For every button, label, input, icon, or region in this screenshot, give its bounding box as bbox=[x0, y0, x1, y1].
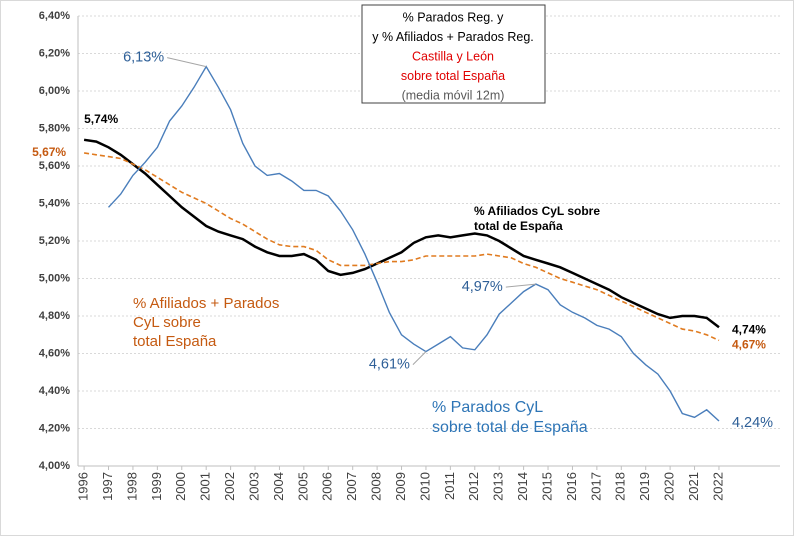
x-tick-label: 2013 bbox=[491, 472, 506, 501]
x-tick-label: 2019 bbox=[637, 472, 652, 501]
y-tick-label: 4,00% bbox=[39, 460, 70, 472]
x-tick-label: 2021 bbox=[686, 472, 701, 501]
x-tick-label: 2014 bbox=[515, 472, 530, 501]
y-tick-label: 5,20% bbox=[39, 235, 70, 247]
title-box bbox=[361, 4, 546, 104]
y-tick-label: 6,20% bbox=[39, 47, 70, 59]
y-tick-label: 6,40% bbox=[39, 10, 70, 22]
x-tick-label: 2017 bbox=[588, 472, 603, 501]
x-tick-label: 2012 bbox=[466, 472, 481, 501]
y-tick-label: 5,60% bbox=[39, 160, 70, 172]
legend-label: % Afiliados + Parados CyL sobre total Es… bbox=[133, 295, 280, 350]
x-tick-label: 2002 bbox=[222, 472, 237, 501]
chart-title: sobre total España bbox=[401, 69, 505, 83]
x-tick-label: 2004 bbox=[271, 472, 286, 501]
leader-line bbox=[412, 351, 427, 365]
x-tick-label: 2020 bbox=[662, 472, 677, 501]
x-tick-label: 2003 bbox=[246, 472, 261, 501]
data-label: 5,67% bbox=[32, 145, 66, 159]
x-tick-label: 2011 bbox=[442, 472, 457, 500]
y-tick-label: 6,00% bbox=[39, 85, 70, 97]
x-tick-label: 2006 bbox=[320, 472, 335, 501]
legend-label: % Afiliados CyL sobre total de España bbox=[474, 204, 601, 233]
x-tick-label: 2009 bbox=[393, 472, 408, 501]
series-line bbox=[83, 152, 720, 342]
x-tick-label: 1998 bbox=[124, 472, 139, 501]
x-tick-label: 1999 bbox=[149, 472, 164, 501]
y-tick-label: 5,40% bbox=[39, 197, 70, 209]
data-label: 4,24% bbox=[732, 415, 773, 431]
series-line bbox=[107, 65, 720, 422]
x-tick-label: 2001 bbox=[198, 472, 213, 501]
x-tick-label: 2022 bbox=[710, 472, 725, 501]
x-tick-label: 2015 bbox=[539, 472, 554, 501]
x-tick-label: 2008 bbox=[369, 472, 384, 501]
x-tick-label: 1996 bbox=[76, 472, 91, 501]
y-tick-label: 4,40% bbox=[39, 385, 70, 397]
chart-title: % Parados Reg. y bbox=[403, 10, 504, 24]
data-label: 4,97% bbox=[462, 279, 503, 295]
y-tick-label: 5,80% bbox=[39, 122, 70, 134]
x-tick-label: 2010 bbox=[417, 472, 432, 501]
data-label: 5,74% bbox=[84, 112, 118, 126]
x-tick-label: 1997 bbox=[100, 472, 115, 501]
x-tick-label: 2007 bbox=[344, 472, 359, 501]
data-label: 4,67% bbox=[732, 338, 766, 352]
y-tick-label: 4,80% bbox=[39, 310, 70, 322]
data-label: 4,74% bbox=[732, 322, 766, 336]
leader-line bbox=[167, 57, 207, 68]
legend-label: % Parados CyL sobre total de España bbox=[432, 399, 588, 436]
y-tick-label: 4,20% bbox=[39, 422, 70, 434]
chart-title: y % Afiliados + Parados Reg. bbox=[372, 30, 534, 44]
x-tick-label: 2000 bbox=[173, 472, 188, 501]
data-label: 4,61% bbox=[369, 356, 410, 372]
y-tick-label: 5,00% bbox=[39, 272, 70, 284]
chart-title: (media móvil 12m) bbox=[402, 88, 505, 102]
data-label: 6,13% bbox=[123, 49, 164, 65]
leader-line bbox=[505, 283, 536, 288]
y-tick-label: 4,60% bbox=[39, 347, 70, 359]
chart-title: Castilla y León bbox=[412, 49, 494, 63]
x-tick-label: 2016 bbox=[564, 472, 579, 501]
x-tick-label: 2005 bbox=[295, 472, 310, 501]
series-line bbox=[83, 138, 720, 329]
x-tick-label: 2018 bbox=[613, 472, 628, 501]
